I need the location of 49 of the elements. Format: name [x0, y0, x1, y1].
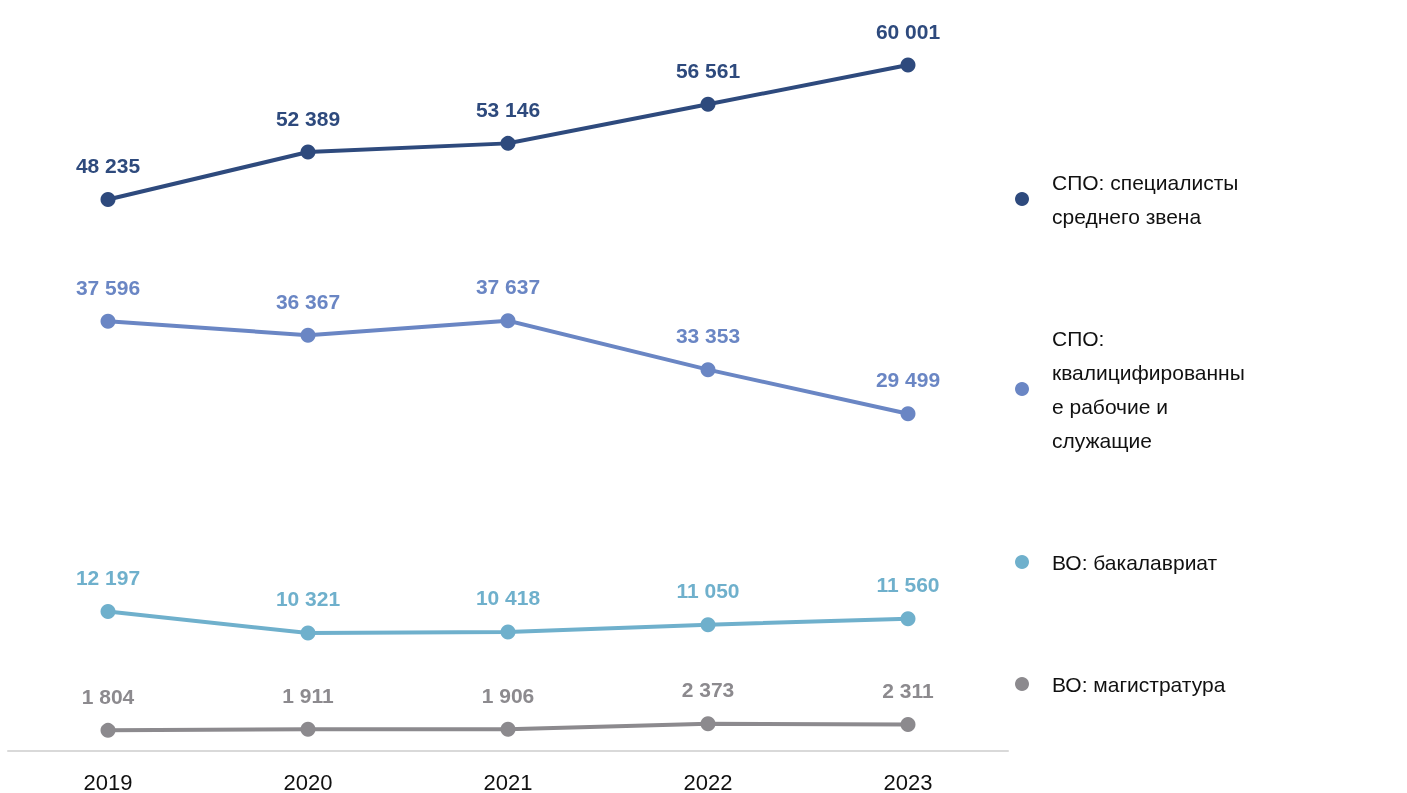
- point: [700, 362, 716, 378]
- data-label: 52 389: [275, 106, 341, 130]
- point: [700, 617, 716, 633]
- legend-label: СПО: квалицифированные рабочие и служащие: [1052, 326, 1245, 452]
- data-label: 53 146: [475, 97, 541, 121]
- data-label: 56 561: [675, 58, 741, 82]
- data-label: 60 001: [875, 19, 941, 43]
- data-label: 48 235: [75, 154, 141, 178]
- data-label: 2 373: [681, 678, 735, 702]
- point: [100, 722, 116, 738]
- x-tick-label: 2022: [683, 769, 733, 793]
- legend-label: СПО: специалисты среднего звена: [1052, 170, 1245, 228]
- legend-label: ВО: бакалавриат: [1052, 550, 1218, 574]
- data-label: 37 596: [75, 275, 141, 299]
- data-label: 1 906: [481, 683, 535, 707]
- point: [900, 717, 916, 733]
- point: [500, 721, 516, 737]
- data-label: 33 353: [675, 324, 741, 348]
- point: [700, 716, 716, 732]
- data-label: 36 367: [275, 289, 341, 313]
- data-label: 10 418: [475, 586, 541, 610]
- point: [900, 57, 916, 73]
- point: [100, 192, 116, 208]
- point: [100, 313, 116, 329]
- x-tick-label: 2023: [883, 769, 933, 793]
- data-label: 37 637: [475, 275, 541, 299]
- x-tick-label: 2019: [83, 769, 133, 793]
- data-label: 10 321: [275, 587, 341, 611]
- point: [500, 313, 516, 329]
- point: [500, 135, 516, 151]
- data-label: 12 197: [75, 566, 141, 590]
- x-tick-label: 2020: [283, 769, 333, 793]
- data-label: 1 804: [81, 684, 135, 708]
- x-tick-label: 2021: [483, 769, 533, 793]
- point: [900, 406, 916, 422]
- data-label: 11 560: [876, 573, 940, 597]
- point: [300, 721, 316, 737]
- point: [900, 611, 916, 627]
- point: [300, 625, 316, 641]
- legend-label: ВО: магистратура: [1052, 672, 1226, 696]
- data-label: 2 311: [882, 679, 935, 703]
- data-label: 29 499: [875, 368, 941, 392]
- point: [300, 327, 316, 343]
- data-label: 1 911: [282, 683, 335, 707]
- point: [700, 96, 716, 112]
- point: [100, 604, 116, 620]
- point: [300, 144, 316, 160]
- point: [500, 624, 516, 640]
- data-label: 11 050: [676, 579, 740, 603]
